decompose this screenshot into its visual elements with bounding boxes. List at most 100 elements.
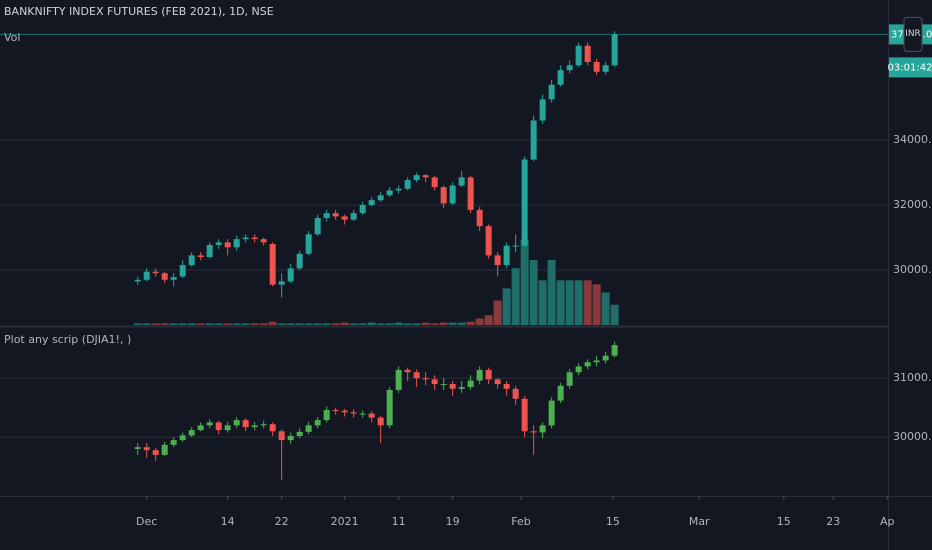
volume-bar (574, 280, 583, 325)
candle-body (512, 245, 519, 247)
volume-bar (295, 323, 304, 325)
volume-bar (367, 322, 376, 325)
candle-body (386, 190, 393, 196)
candle-body (350, 213, 357, 220)
volume-bar (493, 300, 502, 325)
candle-body (350, 412, 357, 414)
candle-body (215, 422, 222, 431)
volume-bar (340, 322, 349, 325)
candle-body (224, 242, 231, 248)
candle-body (566, 372, 573, 386)
volume-bar (205, 323, 214, 325)
volume-bar (259, 323, 268, 325)
candle-body (485, 369, 492, 380)
candle-body (215, 242, 222, 245)
candle-body (188, 255, 195, 266)
candle-body (512, 388, 519, 399)
x-tick-label: 19 (446, 515, 460, 528)
candle-body (179, 265, 186, 277)
candle-body (314, 218, 321, 235)
volume-bar (160, 323, 169, 325)
candle-body (458, 387, 465, 389)
candle-body (404, 369, 411, 373)
candle-body (305, 425, 312, 432)
candle-body (566, 65, 573, 71)
candle-body (134, 447, 141, 449)
volume-bar (142, 323, 151, 325)
volume-label: Vol (4, 31, 20, 44)
x-tick-label: 23 (826, 515, 840, 528)
candle-body (422, 175, 429, 178)
candle-body (260, 424, 267, 426)
candle-body (233, 239, 240, 248)
volume-bar (556, 280, 565, 325)
candle-body (395, 188, 402, 191)
volume-bar (169, 323, 178, 325)
x-tick-label: 15 (777, 515, 791, 528)
candle-body (494, 255, 501, 266)
volume-bar (457, 322, 466, 325)
volume-bar (241, 323, 250, 325)
countdown-tag (889, 57, 932, 78)
candle-body (152, 271, 159, 274)
candle-body (368, 200, 375, 206)
countdown-label: 03:01:42 (888, 62, 932, 73)
candle-body (341, 216, 348, 220)
volume-bar (520, 239, 529, 325)
y-tick-label: 32000.00 (893, 198, 932, 211)
candle-body (269, 244, 276, 285)
candle-body (197, 425, 204, 431)
volume-bar (187, 323, 196, 325)
candle-body (611, 345, 618, 356)
volume-bar (151, 323, 160, 325)
candle-body (314, 420, 321, 426)
candle-body (521, 398, 528, 432)
candle-body (494, 379, 501, 385)
candle-body (395, 369, 402, 390)
candle-body (539, 425, 546, 433)
candle-body (422, 378, 429, 380)
volume-bar (565, 280, 574, 325)
indicator-title: Plot any scrip (DJIA1!, ) (4, 333, 131, 346)
candle-body (341, 410, 348, 413)
currency-label: INR (905, 29, 921, 39)
volume-bar (403, 323, 412, 325)
volume-bar (610, 304, 619, 325)
candle-body (539, 99, 546, 121)
candle-body (431, 379, 438, 385)
candle-body (548, 400, 555, 426)
candle-body (296, 431, 303, 436)
volume-bar (331, 323, 340, 325)
candle-body (296, 253, 303, 269)
candle-body (449, 384, 456, 389)
candle-body (206, 422, 213, 426)
y-tick-label: 31000.00 (893, 371, 932, 384)
volume-bar (196, 323, 205, 325)
candle-body (557, 70, 564, 85)
volume-bar (376, 323, 385, 325)
candle-body (152, 450, 159, 455)
volume-bar (322, 323, 331, 325)
volume-bar (502, 288, 511, 325)
y-tick-label: 30000.00 (893, 430, 932, 443)
candle-body (440, 384, 447, 386)
volume-bar (601, 292, 610, 325)
candle-body (521, 159, 528, 246)
candle-body (602, 355, 609, 361)
candle-body (386, 389, 393, 426)
candle-body (503, 245, 510, 266)
candle-body (449, 185, 456, 204)
candle-body (476, 209, 483, 227)
volume-bar (349, 323, 358, 325)
candle-body (251, 425, 258, 428)
volume-bar (547, 260, 556, 325)
candle-body (287, 268, 294, 282)
volume-bar (313, 323, 322, 325)
candle-body (251, 237, 258, 240)
volume-bar (412, 323, 421, 325)
volume-bar (358, 323, 367, 325)
candle-body (260, 239, 267, 243)
volume-bar (511, 268, 520, 325)
candle-body (368, 413, 375, 418)
candle-body (242, 237, 249, 240)
